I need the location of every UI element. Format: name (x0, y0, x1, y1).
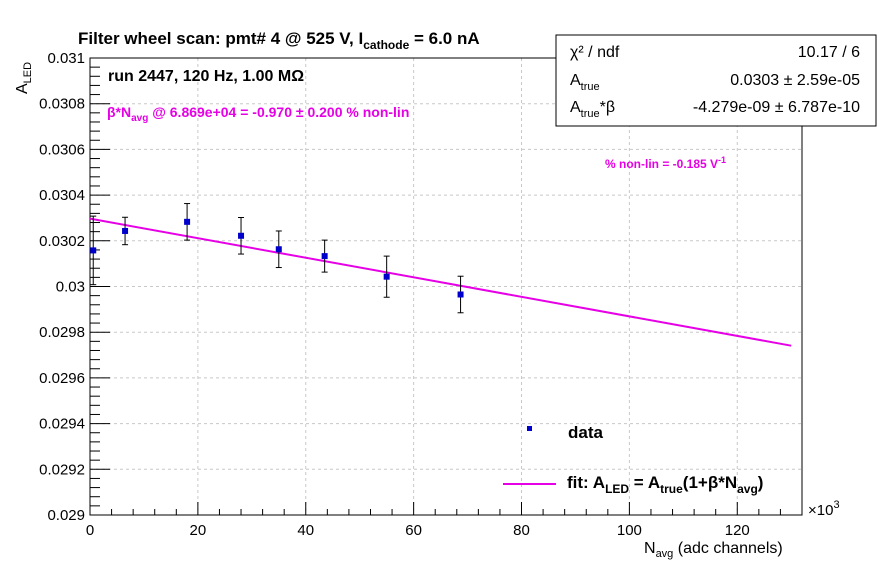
stats-box: χ² / ndf 10.17 / 6 Atrue 0.0303 ± 2.59e-… (555, 34, 877, 127)
y-tick-label: 0.029 (47, 507, 85, 524)
x-axis-label-tail: (adc channels) (673, 540, 782, 557)
stats-atrue-label-main: A (570, 72, 581, 89)
beta-annotation-prefix: β*N (107, 104, 131, 120)
legend-data-marker (527, 426, 532, 431)
legend-fit-prefix: fit: A (567, 473, 605, 492)
legend-fit-sub-led: LED (605, 482, 629, 496)
y-axis-label-main: A (14, 83, 31, 94)
run-label: run 2447, 120 Hz, 1.00 MΩ (108, 68, 304, 85)
legend-fit-tail: ) (758, 473, 764, 492)
legend-fit-label: fit: ALED = Atrue(1+β*Navg) (567, 473, 763, 496)
y-axis: 0.029 0.0292 0.0294 0.0296 0.0298 0.03 0.0302 0… (39, 50, 110, 524)
nonlin-annotation-superscript: -1 (718, 155, 726, 165)
stats-box-frame (555, 34, 877, 127)
legend-fit-mid2: (1+β*N (683, 473, 737, 492)
x-tick-label: 0 (86, 522, 94, 539)
data-point (238, 232, 245, 239)
data-point (275, 246, 282, 253)
x-tick-label: 20 (190, 522, 207, 539)
grid (89, 57, 802, 516)
stats-row-atrue-label: Atrue (570, 72, 600, 93)
data-point (457, 291, 464, 298)
y-tick-label: 0.0308 (39, 96, 85, 113)
stats-row-atrue-value: 0.0303 ± 2.59e-05 (730, 72, 860, 89)
chart-title: Filter wheel scan: pmt# 4 @ 525 V, Icath… (78, 29, 480, 52)
legend-fit-sub-avg: avg (737, 482, 758, 496)
nonlin-annotation: % non-lin = -0.185 V-1 (605, 155, 726, 171)
y-tick-label: 0.0306 (39, 141, 85, 158)
stats-beta-label-tail: *β (600, 99, 615, 116)
stats-row-chi2-label: χ² / ndf (570, 44, 620, 61)
x-axis: 0 20 40 60 80 100 120 (86, 502, 803, 539)
chart-title-text: Filter wheel scan: pmt# 4 @ 525 V, I (78, 29, 363, 48)
y-tick-label: 0.0292 (39, 461, 85, 478)
y-tick-label: 0.0298 (39, 324, 85, 341)
y-axis-label-subscript: LED (22, 62, 34, 83)
y-tick-label: 0.0296 (39, 370, 85, 387)
stats-beta-label-subscript: true (581, 108, 600, 120)
x-axis-label: Navg (adc channels) (644, 540, 783, 560)
stats-chi2-label-text: χ² / ndf (570, 44, 620, 61)
x-tick-label: 80 (513, 522, 530, 539)
y-tick-label: 0.03 (56, 279, 85, 296)
legend-data-label: data (568, 423, 604, 442)
x-axis-exponent-prefix: ×10 (808, 502, 833, 519)
stats-row-chi2-value: 10.17 / 6 (798, 44, 860, 61)
chart-title-subscript: cathode (363, 38, 409, 52)
stats-row-beta-value: -4.279e-09 ± 6.787e-10 (693, 99, 860, 116)
x-tick-label: 60 (405, 522, 422, 539)
legend: data fit: ALED = Atrue(1+β*Navg) (503, 423, 763, 496)
data-point (184, 218, 191, 225)
y-tick-label: 0.0294 (39, 416, 85, 433)
beta-annotation-subscript: avg (131, 113, 148, 124)
fit-line (89, 217, 792, 347)
nonlin-annotation-text: % non-lin = -0.185 V (605, 157, 718, 171)
chart-title-tail: = 6.0 nA (409, 29, 479, 48)
data-series (90, 203, 464, 314)
data-point (90, 247, 97, 254)
beta-annotation-text: @ 6.869e+04 = -0.970 ± 0.200 % non-lin (148, 104, 409, 120)
fit-line-group (89, 217, 792, 347)
x-tick-label: 100 (617, 522, 642, 539)
legend-fit-mid1: = A (629, 473, 660, 492)
data-point (321, 253, 328, 260)
stats-beta-label-main: A (570, 99, 581, 116)
stats-atrue-label-subscript: true (581, 81, 600, 93)
beta-annotation: β*Navg @ 6.869e+04 = -0.970 ± 0.200 % no… (107, 104, 409, 124)
x-axis-label-subscript: avg (656, 548, 674, 560)
data-point (122, 227, 129, 234)
data-point (383, 273, 390, 280)
legend-fit-sub-true: true (660, 482, 683, 496)
stats-row-beta-label: Atrue*β (570, 99, 615, 120)
y-tick-label: 0.031 (47, 50, 85, 67)
x-axis-exponent: ×103 (808, 499, 840, 519)
x-axis-exponent-power: 3 (833, 499, 839, 511)
y-axis-label: ALED (14, 62, 34, 94)
x-tick-label: 40 (297, 522, 314, 539)
y-tick-label: 0.0302 (39, 233, 85, 250)
x-axis-label-main: N (644, 540, 656, 557)
y-tick-label: 0.0304 (39, 187, 85, 204)
x-tick-label: 120 (725, 522, 750, 539)
